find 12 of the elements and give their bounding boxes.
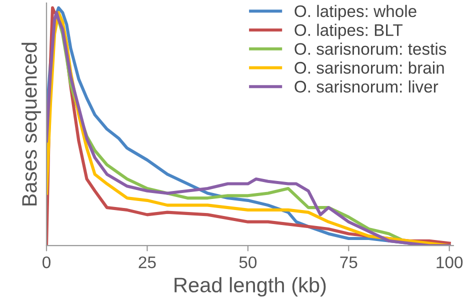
legend-label: O. sarisnorum: testis xyxy=(294,42,446,55)
x-tick-label: 100 xyxy=(436,256,463,268)
legend-label: O. sarisnorum: liver xyxy=(294,80,438,93)
legend-label: O. latipes: whole xyxy=(294,4,416,20)
x-axis-title: Read length (kb) xyxy=(174,277,326,297)
x-tick-label: 0 xyxy=(42,256,50,268)
legend-label: O. sarisnorum: brain xyxy=(294,61,444,74)
legend-label: O. latipes: BLT xyxy=(294,24,403,40)
x-tick-label: 50 xyxy=(239,256,257,268)
y-axis-title: Bases sequenced xyxy=(22,42,41,206)
x-tick-label: 25 xyxy=(138,256,156,268)
x-tick-label: 75 xyxy=(340,256,358,268)
